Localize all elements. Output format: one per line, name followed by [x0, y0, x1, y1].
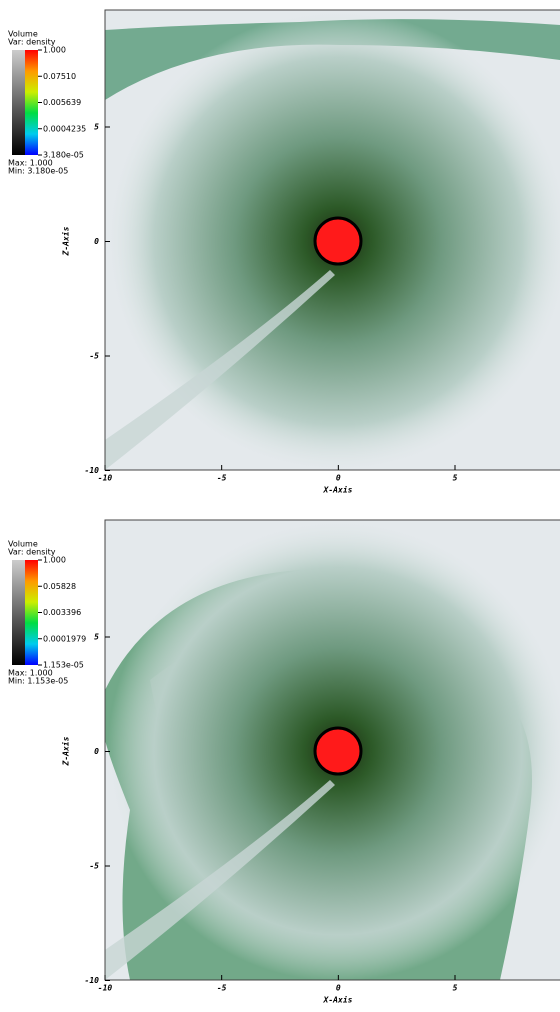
density-wake	[105, 270, 335, 470]
colorbar-label: 1.000	[43, 556, 66, 565]
colorbar-label: 0.0001979	[43, 634, 86, 643]
x-tick-label: 0	[336, 474, 341, 483]
x-tick-label: 0	[336, 984, 341, 993]
x-tick-label: -10	[98, 984, 113, 993]
x-tick-label: 5	[453, 474, 458, 483]
x-axis-title: X-Axis	[323, 995, 353, 1005]
colorbar-label: 3.180e-05	[43, 151, 84, 160]
legend-min: Min: 1.153e-05	[8, 677, 68, 686]
legend-max: Max: 1.000	[8, 159, 53, 168]
legend-min: Min: 3.180e-05	[8, 167, 68, 176]
colorbar-wedge	[12, 50, 25, 155]
x-tick-label: -5	[217, 474, 227, 483]
x-tick-label: 5	[453, 984, 458, 993]
colorbar	[25, 560, 38, 665]
colorbar-label: 1.000	[43, 46, 66, 55]
z-tick-label: -10	[85, 976, 100, 985]
z-tick-label: 5	[94, 123, 99, 132]
colorbar-label: 0.07510	[43, 72, 76, 81]
z-tick-label: 5	[94, 633, 99, 642]
x-tick-label: -5	[217, 984, 227, 993]
plot-frame	[104, 519, 560, 981]
z-axis-title: Z-Axis	[61, 736, 71, 766]
z-tick-label: -5	[89, 352, 99, 361]
colorbar-wedge	[12, 560, 25, 665]
legend-variable: Var: density	[8, 38, 56, 47]
colorbar-label: 0.003396	[43, 608, 81, 617]
z-tick-label: 0	[94, 237, 99, 246]
x-tick-label: -10	[98, 474, 113, 483]
plot-frame	[104, 9, 560, 471]
density-peak	[313, 726, 363, 776]
z-tick-label: -10	[85, 466, 100, 475]
colorbar-label: 0.0004235	[43, 124, 86, 133]
legend-variable: Var: density	[8, 548, 56, 557]
legend-max: Max: 1.000	[8, 669, 53, 678]
z-tick-label: 0	[94, 747, 99, 756]
density-wake	[105, 780, 335, 980]
z-tick-label: -5	[89, 862, 99, 871]
density-peak	[313, 216, 363, 266]
colorbar-label: 0.05828	[43, 582, 76, 591]
z-axis-title: Z-Axis	[61, 226, 71, 256]
colorbar	[25, 50, 38, 155]
colorbar-label: 0.005639	[43, 98, 81, 107]
colorbar-label: 1.153e-05	[43, 661, 84, 670]
legend-title: Volume	[8, 540, 38, 549]
x-axis-title: X-Axis	[323, 485, 353, 495]
legend-title: Volume	[8, 30, 38, 39]
